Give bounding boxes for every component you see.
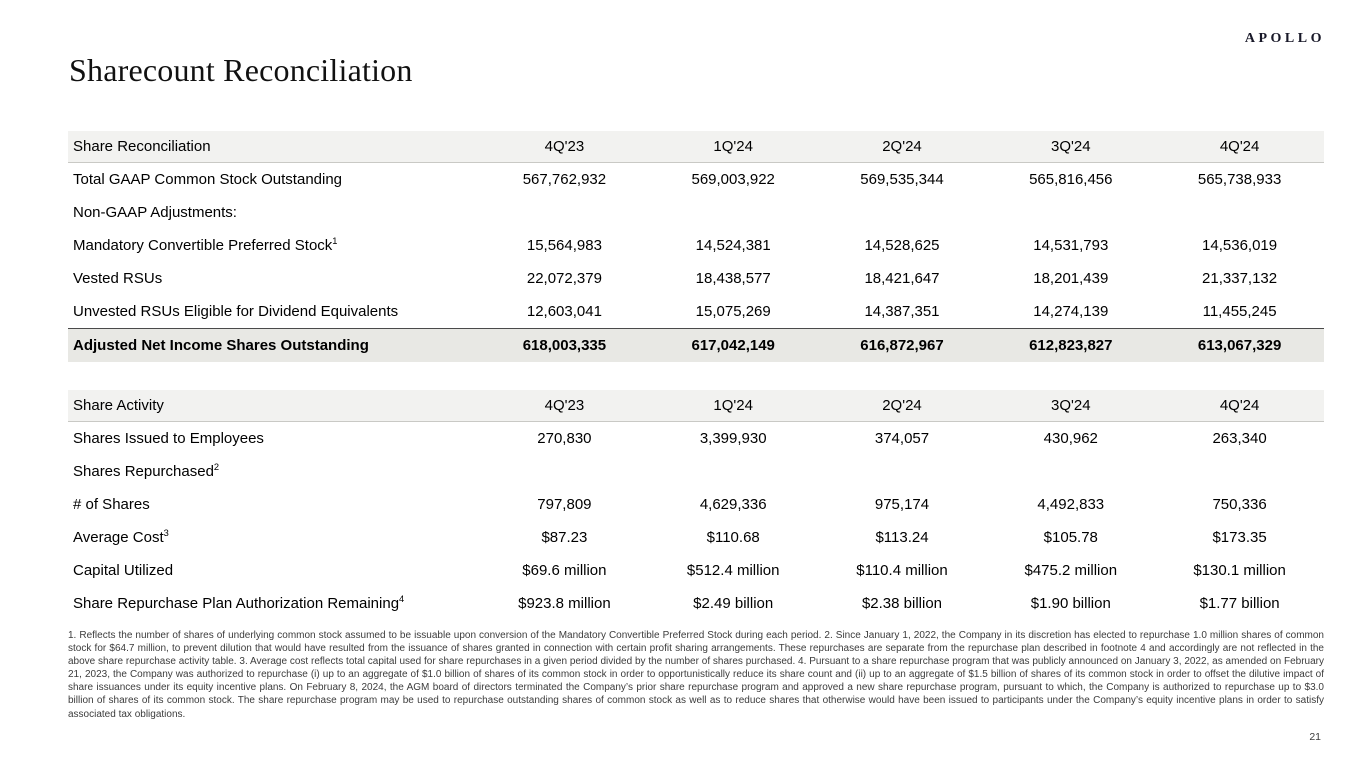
table-row: Share Repurchase Plan Authorization Rema… <box>68 587 1324 620</box>
table-total-row: Adjusted Net Income Shares Outstanding 6… <box>68 328 1324 362</box>
table-cell: 618,003,335 <box>522 337 607 354</box>
table-row: Non-GAAP Adjustments: <box>68 196 1324 229</box>
row-label: Shares Issued to Employees <box>73 430 264 447</box>
table-cell: 613,067,329 <box>1197 337 1282 354</box>
table-cell: $2.38 billion <box>861 595 943 612</box>
column-header: 3Q'24 <box>1051 138 1091 155</box>
table-cell: $173.35 <box>1212 529 1267 546</box>
table-cell: 14,531,793 <box>1033 237 1109 254</box>
table-cell: $923.8 million <box>518 595 611 612</box>
table-cell: 14,536,019 <box>1202 237 1278 254</box>
column-header: 4Q'24 <box>1219 397 1260 414</box>
table-cell: 616,872,967 <box>860 337 944 354</box>
table-row: Vested RSUs 22,072,379 18,438,577 18,421… <box>68 262 1324 295</box>
table-row: Shares Issued to Employees 270,830 3,399… <box>68 422 1324 455</box>
table-title: Share Reconciliation <box>73 138 211 155</box>
table-cell: 11,455,245 <box>1202 303 1277 320</box>
table-row: Average Cost3 $87.23 $110.68 $113.24 $10… <box>68 521 1324 554</box>
footnote-marker: 2 <box>213 462 220 472</box>
table-cell: 15,564,983 <box>526 237 602 254</box>
table-cell: 567,762,932 <box>522 171 607 188</box>
row-label: Non-GAAP Adjustments: <box>73 204 237 221</box>
table-cell: $69.6 million <box>522 562 607 579</box>
table-cell: 569,535,344 <box>860 171 944 188</box>
table-cell: $475.2 million <box>1024 562 1118 579</box>
table-cell: 15,075,269 <box>695 303 771 320</box>
footnote-marker: 1 <box>332 236 338 246</box>
row-label: Total GAAP Common Stock Outstanding <box>73 171 343 188</box>
row-label: Mandatory Convertible Preferred Stock1 <box>73 236 338 254</box>
table-cell: 14,528,625 <box>864 237 940 254</box>
table-row: Capital Utilized $69.6 million $512.4 mi… <box>68 554 1324 587</box>
row-label: Average Cost3 <box>73 528 169 546</box>
table-cell: 3,399,930 <box>699 430 767 447</box>
table-cell: 569,003,922 <box>691 171 775 188</box>
table-cell: 565,816,456 <box>1029 171 1113 188</box>
row-label: Share Repurchase Plan Authorization Rema… <box>73 594 405 612</box>
table-cell: 18,201,439 <box>1033 270 1109 287</box>
table-row: Mandatory Convertible Preferred Stock1 1… <box>68 229 1324 262</box>
table-cell: 4,629,336 <box>699 496 767 513</box>
share-activity-table: Share Activity 4Q'23 1Q'24 2Q'24 3Q'24 4… <box>68 390 1324 620</box>
column-header: 1Q'24 <box>713 138 753 155</box>
table-cell: $113.24 <box>875 529 929 546</box>
table-row: # of Shares 797,809 4,629,336 975,174 4,… <box>68 488 1324 521</box>
footnotes: 1. Reflects the number of shares of unde… <box>68 630 1324 720</box>
table-cell: 430,962 <box>1043 430 1098 447</box>
column-header: 4Q'23 <box>544 397 585 414</box>
table-cell: $130.1 million <box>1193 562 1286 579</box>
table-cell: 612,823,827 <box>1029 337 1113 354</box>
table-cell: 21,337,132 <box>1202 270 1278 287</box>
table-header-row: Share Activity 4Q'23 1Q'24 2Q'24 3Q'24 4… <box>68 390 1324 422</box>
row-label: # of Shares <box>73 496 150 513</box>
table-cell: 797,809 <box>537 496 592 513</box>
column-header: 4Q'23 <box>544 138 585 155</box>
column-header: 2Q'24 <box>882 138 922 155</box>
table-cell: $105.78 <box>1043 529 1098 546</box>
footnote-marker: 4 <box>399 594 405 604</box>
table-cell: 374,057 <box>874 430 930 447</box>
table-cell: $2.49 billion <box>693 595 774 612</box>
page-title: Sharecount Reconciliation <box>69 52 413 88</box>
table-cell: 4,492,833 <box>1037 496 1105 513</box>
share-reconciliation-table: Share Reconciliation 4Q'23 1Q'24 2Q'24 3… <box>68 131 1324 362</box>
table-cell: 750,336 <box>1212 496 1267 513</box>
table-cell: 12,603,041 <box>526 303 602 320</box>
table-header-row: Share Reconciliation 4Q'23 1Q'24 2Q'24 3… <box>68 131 1324 163</box>
column-header: 1Q'24 <box>713 397 753 414</box>
table-cell: $110.4 million <box>856 562 948 579</box>
table-cell: 18,438,577 <box>695 270 771 287</box>
row-label: Capital Utilized <box>73 562 174 579</box>
row-label: Vested RSUs <box>73 270 163 287</box>
company-logo: APOLLO <box>1244 31 1325 46</box>
column-header: 3Q'24 <box>1051 397 1091 414</box>
table-cell: 18,421,647 <box>864 270 940 287</box>
footnote-marker: 3 <box>163 528 169 538</box>
column-header: 4Q'24 <box>1219 138 1260 155</box>
table-cell: $512.4 million <box>686 562 780 579</box>
row-label: Shares Repurchased2 <box>73 462 220 480</box>
table-row: Total GAAP Common Stock Outstanding 567,… <box>68 163 1324 196</box>
table-cell: 270,830 <box>537 430 592 447</box>
page-number: 21 <box>1309 731 1321 743</box>
table-cell: $110.68 <box>706 529 760 546</box>
table-cell: 14,524,381 <box>695 237 771 254</box>
table-cell: 617,042,149 <box>691 337 775 354</box>
table-cell: $87.23 <box>541 529 588 546</box>
table-cell: 975,174 <box>874 496 930 513</box>
row-label: Unvested RSUs Eligible for Dividend Equi… <box>73 303 399 320</box>
column-header: 2Q'24 <box>882 397 922 414</box>
table-cell: 565,738,933 <box>1197 171 1282 188</box>
table-cell: $1.90 billion <box>1030 595 1111 612</box>
table-cell: 14,387,351 <box>864 303 940 320</box>
table-cell: 14,274,139 <box>1033 303 1109 320</box>
table-cell: $1.77 billion <box>1199 595 1280 612</box>
table-title: Share Activity <box>73 397 164 414</box>
table-row: Unvested RSUs Eligible for Dividend Equi… <box>68 295 1324 328</box>
table-cell: 22,072,379 <box>526 270 602 287</box>
table-cell: 263,340 <box>1212 430 1267 447</box>
row-label: Adjusted Net Income Shares Outstanding <box>73 337 369 354</box>
table-row: Shares Repurchased2 <box>68 455 1324 488</box>
